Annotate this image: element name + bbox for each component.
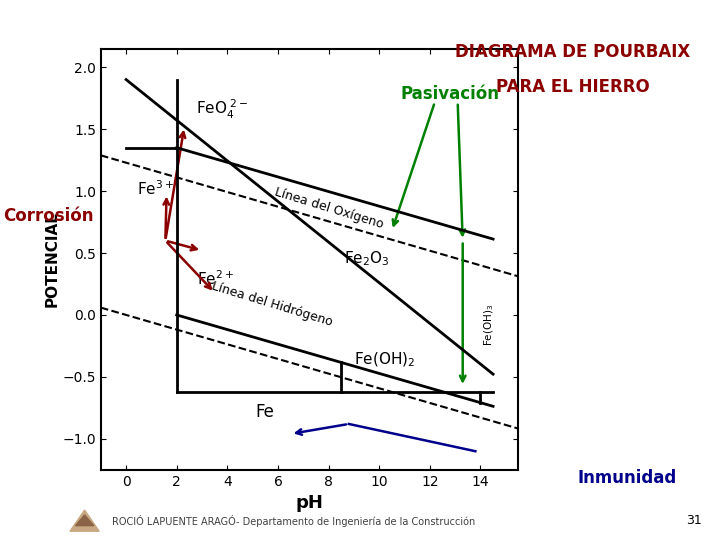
- Text: 31: 31: [686, 514, 702, 527]
- Text: PARA EL HIERRO: PARA EL HIERRO: [495, 78, 649, 96]
- Text: Línea del Hidrógeno: Línea del Hidrógeno: [210, 280, 333, 329]
- Text: Fe(OH)$_2$: Fe(OH)$_2$: [354, 351, 415, 369]
- Text: ROCIÓ LAPUENTE ARAGÓ- Departamento de Ingeniería de la Construcción: ROCIÓ LAPUENTE ARAGÓ- Departamento de In…: [112, 515, 475, 527]
- Text: Pasivación: Pasivación: [400, 85, 500, 104]
- Polygon shape: [76, 515, 94, 525]
- Text: FeO$_4^{\ 2-}$: FeO$_4^{\ 2-}$: [196, 98, 248, 121]
- Y-axis label: POTENCIAL: POTENCIAL: [45, 211, 60, 307]
- Text: Corrosión: Corrosión: [4, 207, 94, 225]
- Polygon shape: [70, 510, 99, 531]
- Text: Línea del Oxígeno: Línea del Oxígeno: [273, 186, 385, 231]
- X-axis label: pH: pH: [296, 494, 323, 512]
- Text: Inmunidad: Inmunidad: [577, 469, 677, 487]
- Text: Fe$_2$O$_3$: Fe$_2$O$_3$: [343, 249, 390, 268]
- Text: Fe: Fe: [256, 402, 275, 421]
- Text: DIAGRAMA DE POURBAIX: DIAGRAMA DE POURBAIX: [455, 43, 690, 61]
- Text: Fe$^{2+}$: Fe$^{2+}$: [197, 269, 234, 288]
- Text: Fe(OH)$_3$: Fe(OH)$_3$: [482, 303, 496, 346]
- Text: Fe$^{3+}$: Fe$^{3+}$: [137, 179, 174, 198]
